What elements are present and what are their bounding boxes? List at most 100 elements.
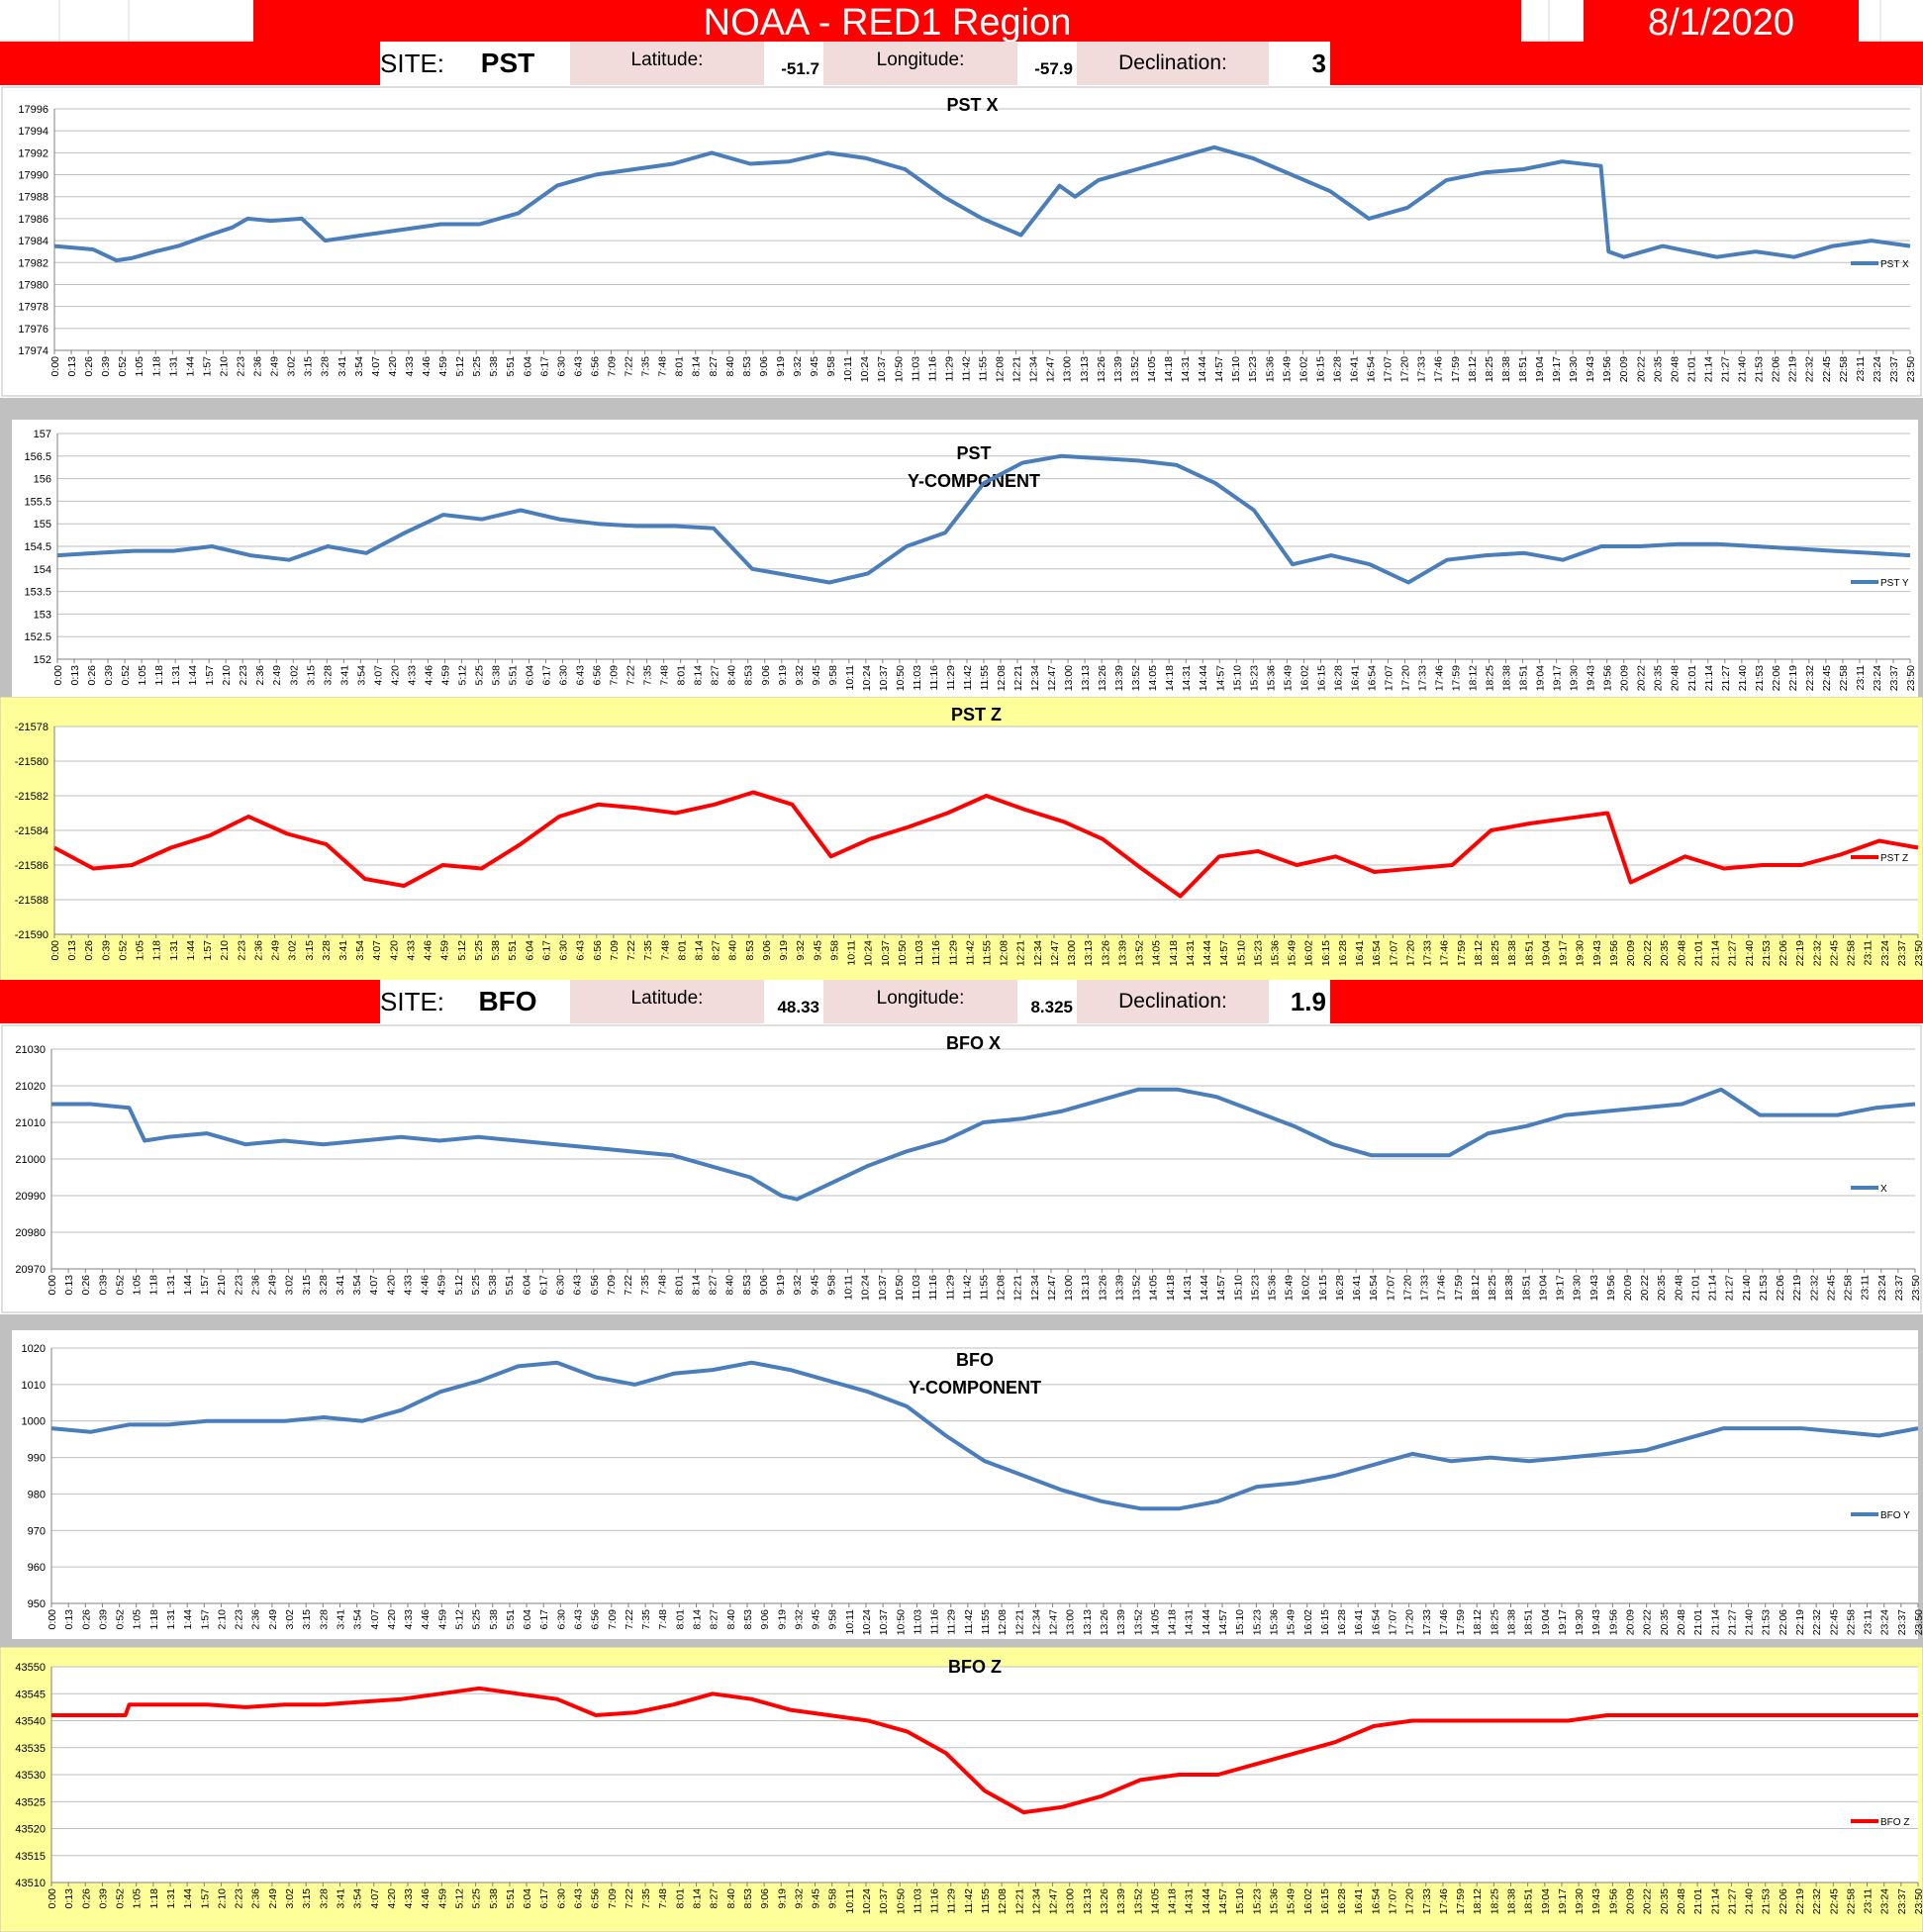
x-tick-label: 11:29 [945, 665, 957, 691]
y-tick-label: 155 [34, 519, 51, 531]
x-tick-label: 20:22 [1642, 940, 1654, 966]
x-tick-label: 17:20 [1404, 1609, 1416, 1635]
x-tick-label: 1:44 [182, 1888, 194, 1909]
x-tick-label: 19:17 [1552, 665, 1564, 691]
x-tick-label: 10:24 [861, 665, 873, 691]
x-tick-label: 19:04 [1537, 1275, 1549, 1301]
x-tick-label: 1:31 [165, 1609, 177, 1630]
declination-label: Declination: [1077, 980, 1269, 1023]
x-tick-label: 5:25 [471, 1888, 483, 1909]
x-tick-label: 9:32 [794, 665, 806, 686]
x-tick-label: 10:37 [877, 1275, 889, 1301]
x-tick-label: 15:23 [1251, 1888, 1263, 1914]
x-tick-label: 3:28 [321, 940, 333, 961]
x-tick-label: 1:31 [165, 1275, 177, 1296]
x-tick-label: 8:40 [724, 356, 736, 377]
x-tick-label: 20:35 [1653, 665, 1665, 691]
x-tick-label: 18:12 [1467, 356, 1479, 382]
y-tick-label: 21030 [15, 1044, 46, 1056]
x-tick-label: 3:54 [355, 665, 367, 686]
x-tick-label: 16:41 [1354, 940, 1366, 966]
x-tick-label: 21:01 [1689, 1275, 1701, 1301]
x-tick-label: 21:53 [1758, 1275, 1770, 1301]
x-tick-label: 2:49 [270, 940, 282, 961]
x-tick-label: 13:39 [1113, 1275, 1125, 1301]
x-tick-label: 14:57 [1217, 1609, 1229, 1635]
latitude-label: Latitude: [570, 980, 764, 1023]
x-tick-label: 22:58 [1838, 665, 1850, 691]
x-tick-label: 2:36 [252, 940, 264, 961]
x-tick-label: 23:50 [1905, 356, 1917, 382]
x-tick-label: 4:20 [385, 1275, 397, 1296]
x-tick-label: 11:42 [963, 1609, 975, 1635]
series-line [50, 1360, 1919, 1511]
x-tick-label: 0:13 [69, 665, 81, 686]
x-tick-label: 7:09 [609, 940, 621, 961]
x-tick-label: 4:59 [439, 940, 451, 961]
x-tick-label: 20:22 [1635, 356, 1647, 382]
x-tick-label: 20:09 [1625, 1888, 1637, 1914]
x-tick-label: 1:18 [150, 356, 162, 377]
x-tick-label: 1:05 [135, 940, 146, 961]
x-tick-label: 5:51 [505, 1888, 517, 1909]
y-tick-label: 43535 [15, 1743, 46, 1755]
x-tick-label: 14:05 [1151, 940, 1163, 966]
x-tick-label: 3:15 [301, 1275, 313, 1296]
x-tick-label: 13:39 [1115, 1609, 1127, 1635]
x-tick-label: 17:07 [1387, 1888, 1398, 1914]
x-tick-label: 3:41 [337, 940, 349, 961]
x-tick-label: 23:11 [1863, 1888, 1875, 1914]
x-tick-label: 16:02 [1302, 1888, 1314, 1914]
x-tick-label: 15:10 [1231, 665, 1243, 691]
x-tick-label: 12:34 [1029, 1275, 1041, 1301]
x-tick-label: 8:01 [676, 940, 688, 961]
x-tick-label: 9:06 [761, 940, 773, 961]
x-tick-label: 8:40 [726, 665, 738, 686]
x-tick-label: 19:30 [1575, 940, 1586, 966]
x-tick-label: 8:27 [709, 1609, 721, 1630]
x-tick-label: 8:01 [673, 1275, 685, 1296]
x-tick-label: 17:20 [1404, 940, 1416, 966]
x-tick-label: 17:46 [1433, 356, 1445, 382]
x-tick-label: 13:39 [1115, 1888, 1127, 1914]
site-info-row-pst: SITE: PST Latitude: -51.7 Longitude: -57… [0, 42, 1923, 129]
x-tick-label: 23:37 [1896, 1888, 1908, 1914]
x-tick-label: 15:23 [1252, 940, 1264, 966]
x-tick-label: 6:17 [541, 665, 553, 686]
x-tick-label: 17:20 [1401, 1275, 1413, 1301]
x-tick-label: 13:52 [1129, 356, 1141, 382]
x-tick-label: 8:14 [691, 356, 703, 377]
x-tick-label: 14:18 [1167, 1609, 1179, 1635]
x-tick-label: 0:39 [97, 1275, 109, 1296]
x-tick-label: 21:40 [1744, 1888, 1756, 1914]
x-tick-label: 19:43 [1590, 1888, 1602, 1914]
x-tick-label: 17:59 [1455, 1888, 1467, 1914]
x-tick-label: 21:01 [1692, 1888, 1704, 1914]
x-tick-label: 8:40 [724, 1275, 736, 1296]
x-tick-label: 17:20 [1399, 665, 1411, 691]
x-tick-label: 0:26 [83, 356, 95, 377]
chart-area [1, 1024, 1922, 1313]
x-tick-label: 6:43 [575, 665, 587, 686]
x-tick-label: 5:51 [507, 940, 519, 961]
chart-title: BFO [956, 1350, 994, 1370]
x-tick-label: 20:22 [1642, 1609, 1654, 1635]
y-tick-label: 153.5 [24, 587, 51, 599]
x-tick-label: 22:32 [1804, 665, 1816, 691]
y-tick-label: 17978 [18, 302, 48, 314]
x-tick-label: 23:11 [1855, 665, 1867, 691]
x-tick-label: 17:59 [1450, 356, 1462, 382]
x-tick-label: 11:55 [979, 665, 991, 691]
x-tick-label: 15:23 [1249, 1275, 1261, 1301]
x-tick-label: 17:46 [1438, 1888, 1450, 1914]
x-tick-label: 15:49 [1282, 665, 1294, 691]
x-tick-label: 23:50 [1913, 940, 1923, 966]
chart-title: BFO Z [948, 1657, 1002, 1677]
x-tick-label: 4:07 [370, 356, 382, 377]
x-tick-label: 13:13 [1080, 1275, 1092, 1301]
x-tick-label: 19:56 [1602, 665, 1614, 691]
x-tick-label: 1:44 [184, 356, 196, 377]
x-tick-label: 13:13 [1079, 356, 1091, 382]
x-tick-label: 2:36 [249, 1275, 261, 1296]
x-tick-label: 19:43 [1591, 940, 1603, 966]
